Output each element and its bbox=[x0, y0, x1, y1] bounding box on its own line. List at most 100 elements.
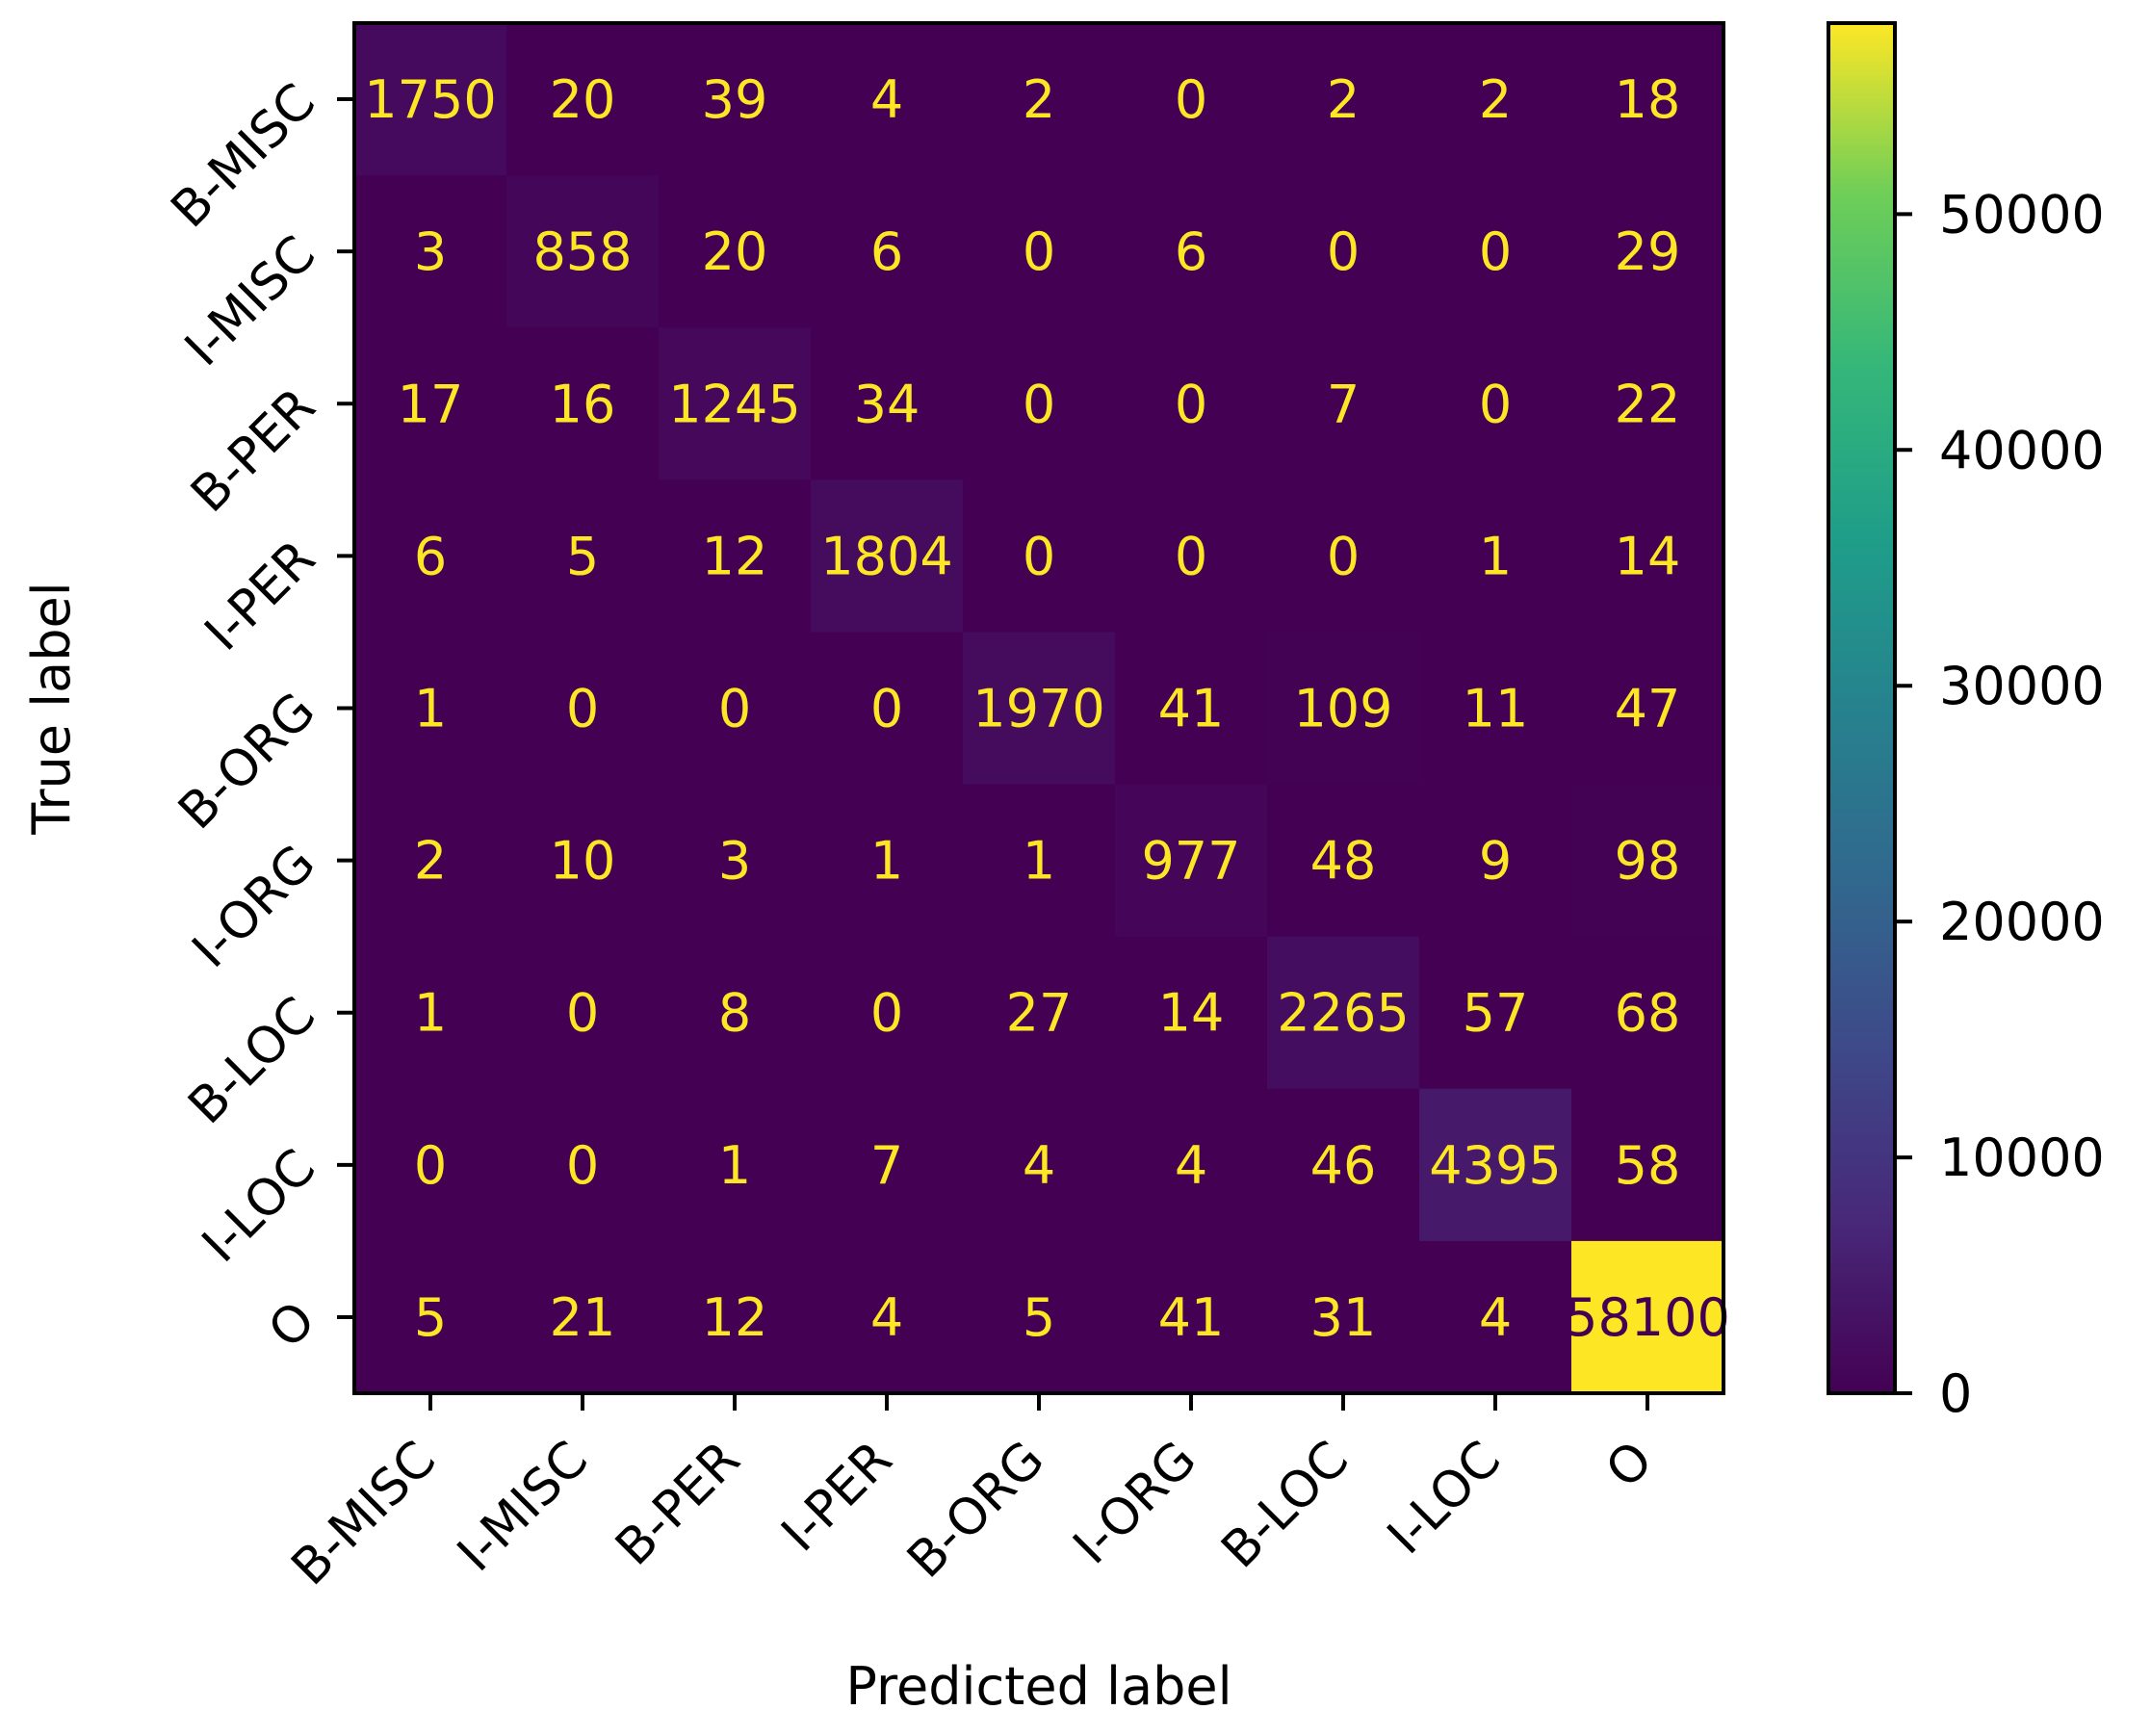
heatmap-cell bbox=[354, 479, 507, 634]
cell-value-label: 18 bbox=[1615, 69, 1681, 130]
cell-value-label: 41 bbox=[1158, 679, 1225, 739]
cell-value-label: 2 bbox=[1327, 69, 1360, 130]
heatmap-cell bbox=[963, 632, 1116, 786]
heatmap-cell bbox=[1115, 327, 1268, 480]
heatmap-cell bbox=[354, 1240, 507, 1394]
x-axis-title: Predicted label bbox=[845, 1656, 1231, 1717]
cell-value-label: 8 bbox=[718, 983, 751, 1044]
colorbar-tick-label: 10000 bbox=[1939, 1127, 2105, 1188]
cell-value-label: 2 bbox=[414, 831, 447, 892]
colorbar-axis: 0 10000 20000 30000 40000 50000 bbox=[1895, 184, 2105, 1424]
heatmap-cell bbox=[811, 1088, 964, 1242]
heatmap-cell bbox=[1267, 23, 1420, 176]
cell-value-label: 4 bbox=[1479, 1287, 1512, 1348]
heatmap-cell bbox=[1571, 327, 1724, 480]
cell-value-label: 14 bbox=[1615, 526, 1681, 586]
cell-value-label: 20 bbox=[702, 221, 768, 282]
heatmap-cell bbox=[506, 1088, 660, 1242]
heatmap-cell bbox=[963, 784, 1116, 938]
heatmap-cell bbox=[1115, 175, 1268, 328]
heatmap-cell bbox=[1571, 479, 1724, 634]
cell-value-label: 7 bbox=[870, 1135, 903, 1196]
colorbar-frame bbox=[1827, 21, 1897, 1395]
cell-value-label: 6 bbox=[414, 526, 447, 586]
cell-value-label: 1 bbox=[870, 831, 903, 892]
cell-value-label: 5 bbox=[1023, 1287, 1055, 1348]
cell-value-label: 1804 bbox=[820, 526, 952, 586]
heatmap-cell bbox=[1267, 327, 1420, 480]
heatmap-cell bbox=[659, 1240, 812, 1394]
y-tick-label: I-ORG bbox=[182, 834, 327, 979]
heatmap-cell bbox=[811, 175, 964, 328]
heatmap-cell bbox=[354, 327, 507, 480]
heatmap-cell bbox=[1571, 175, 1724, 328]
heatmap-cell bbox=[1571, 632, 1724, 786]
heatmap-cell bbox=[506, 175, 660, 328]
heatmap-cell bbox=[1267, 1240, 1420, 1394]
colorbar-tick-label: 50000 bbox=[1939, 184, 2105, 245]
cell-value-label: 12 bbox=[702, 1287, 768, 1348]
cell-value-label: 0 bbox=[1175, 374, 1207, 434]
heatmap-cell bbox=[811, 327, 964, 480]
y-tick-label: O bbox=[258, 1291, 326, 1360]
heatmap-cell bbox=[659, 784, 812, 938]
cell-value-label: 27 bbox=[1006, 983, 1073, 1044]
cell-value-label: 2 bbox=[1479, 69, 1512, 130]
heatmap-cell bbox=[1115, 479, 1268, 634]
cell-value-label: 1 bbox=[718, 1135, 751, 1196]
cell-value-label: 2 bbox=[1023, 69, 1055, 130]
heatmap-cell bbox=[1115, 1240, 1268, 1394]
cell-value-label: 0 bbox=[566, 1135, 599, 1196]
cell-value-label: 7 bbox=[1327, 374, 1360, 434]
cell-value-label: 21 bbox=[550, 1287, 616, 1348]
heatmap-cell bbox=[1267, 479, 1420, 634]
cell-value-label: 5 bbox=[566, 526, 599, 586]
cell-value-label: 48 bbox=[1310, 831, 1377, 892]
heatmap-cell bbox=[354, 784, 507, 938]
colorbar bbox=[1828, 23, 1895, 1393]
cell-value-label: 3 bbox=[718, 831, 751, 892]
cell-value-label: 68 bbox=[1615, 983, 1681, 1044]
cell-value-label: 47 bbox=[1615, 679, 1681, 739]
x-tick-label: I-MISC bbox=[447, 1431, 599, 1583]
cell-value-label: 1970 bbox=[972, 679, 1104, 739]
heatmap-cell bbox=[811, 23, 964, 176]
cell-value-label: 5 bbox=[414, 1287, 447, 1348]
heatmap-cell bbox=[506, 1240, 660, 1394]
heatmap-cell bbox=[506, 784, 660, 938]
heatmap-cell bbox=[1419, 327, 1572, 480]
cell-value-label: 14 bbox=[1158, 983, 1225, 1044]
colorbar-tick-label: 40000 bbox=[1939, 420, 2105, 480]
cell-value-label: 39 bbox=[702, 69, 768, 130]
x-tick-label: I-LOC bbox=[1377, 1431, 1512, 1566]
heatmap-cell bbox=[963, 936, 1116, 1090]
heatmap-cell bbox=[354, 23, 507, 176]
x-tick-label: B-LOC bbox=[1210, 1431, 1360, 1580]
heatmap-cell bbox=[506, 936, 660, 1090]
cell-value-label: 6 bbox=[870, 221, 903, 282]
cell-value-label: 17 bbox=[398, 374, 464, 434]
heatmap-cell bbox=[811, 784, 964, 938]
heatmap-cells bbox=[354, 23, 1724, 1394]
heatmap-cell bbox=[506, 23, 660, 176]
cell-value-label: 0 bbox=[1479, 221, 1512, 282]
cell-value-label: 58 bbox=[1615, 1135, 1681, 1196]
cell-value-label: 41 bbox=[1158, 1287, 1225, 1348]
x-tick-label: B-MISC bbox=[281, 1431, 448, 1597]
cell-value-label: 0 bbox=[566, 983, 599, 1044]
cell-value-label: 10 bbox=[550, 831, 616, 892]
y-tick-label: B-PER bbox=[180, 377, 326, 524]
cell-value-label: 12 bbox=[702, 526, 768, 586]
heatmap-cell bbox=[963, 1088, 1116, 1242]
cell-value-label: 16 bbox=[550, 374, 616, 434]
heatmap-cell bbox=[963, 175, 1116, 328]
cell-value-label: 977 bbox=[1141, 831, 1240, 892]
y-tick-label: I-LOC bbox=[192, 1139, 326, 1274]
heatmap-cell bbox=[1571, 936, 1724, 1090]
cell-value-label: 58100 bbox=[1565, 1287, 1730, 1348]
cell-value-label: 1750 bbox=[364, 69, 496, 130]
heatmap-cell bbox=[354, 936, 507, 1090]
heatmap-cell bbox=[1115, 23, 1268, 176]
